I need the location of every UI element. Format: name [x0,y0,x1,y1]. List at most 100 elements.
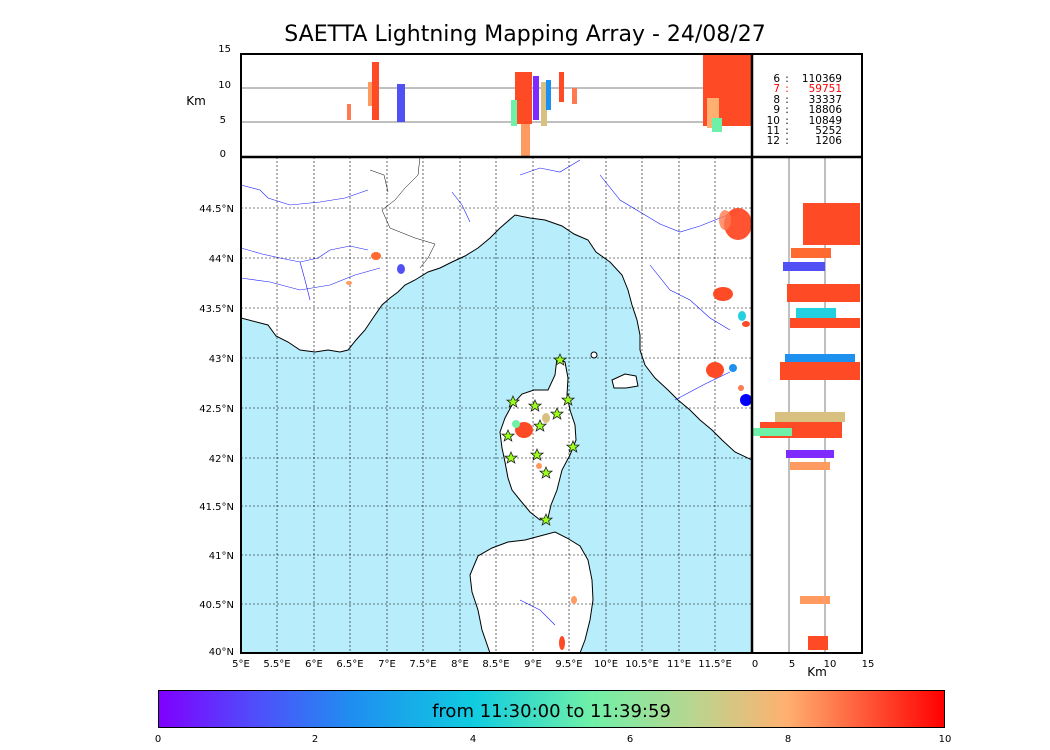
side-axis-label: Km [807,665,827,679]
altitude-tick: 5 [220,115,226,126]
station-star-icon [560,393,576,406]
page-title: SAETTA Lightning Mapping Array - 24/08/2… [284,22,766,47]
legend-value: 110369 [801,73,842,85]
altitude-tick: 15 [218,44,231,55]
lon-tick: 5°E [232,659,250,670]
station-star-icon [503,451,519,464]
legend-key: 7 [773,83,780,96]
colorbar-tick: 6 [627,734,633,745]
legend-row: 12: 1206 [758,135,858,148]
station-star-icon [532,419,548,432]
lon-tick: 9.5°E [555,659,582,670]
legend-value: 18806 [808,104,842,117]
legend-value: 59751 [808,83,842,96]
altitude-tick: 0 [220,149,226,160]
side-axis-tick: 0 [752,659,758,670]
side-axis-tick: 15 [862,659,875,670]
capraia-island [590,351,598,359]
station-star-icon [538,513,554,526]
legend-sep: : [785,135,789,148]
rivers [241,159,741,626]
colorbar-tick: 4 [470,734,476,745]
legend-value: 5252 [815,125,842,138]
legend-sep: : [785,93,789,106]
lat-tick: 44.5°N [199,204,234,215]
legend-sep: : [785,125,789,138]
station-star-icon [565,440,581,453]
lat-tick: 44°N [209,254,234,265]
border-line [381,157,436,269]
legend-key: 8 [773,93,780,106]
blue-marker [740,394,752,406]
lat-tick: 40°N [209,647,234,658]
side-altitude-panel [752,157,862,653]
elba-island [611,373,639,389]
lat-tick: 43°N [209,354,234,365]
legend-row: 8: 33337 [758,93,858,106]
lat-tick: 41.5°N [199,502,234,513]
legend-row: 6:110369 [758,73,858,85]
corsica-island [499,357,577,521]
altitude-count-legend: 6:110369 7: 59751 8: 33337 9: 18806 10: 1084… [758,74,858,147]
lon-tick: 8.5°E [482,659,509,670]
legend-value: 1206 [815,135,842,148]
lon-tick: 8°E [451,659,469,670]
lon-tick: 5.5°E [263,659,290,670]
border-line [369,169,389,193]
legend-key: 10 [766,114,780,127]
legend-key: 11 [766,125,780,138]
legend-row: 11: 5252 [758,125,858,138]
station-star-icon [505,395,521,408]
mainland-landmass [241,157,752,461]
legend-row: 9: 18806 [758,104,858,117]
lon-tick: 6°E [305,659,323,670]
station-star-icon [527,399,543,412]
lat-tick: 42.5°N [199,404,234,415]
colorbar-tick: 2 [312,734,318,745]
legend-row-highlighted: 7: 59751 [758,83,858,96]
side-axis-tick: 10 [824,659,837,670]
map-lightning-clusters [346,208,752,650]
altitude-axis-label: Km [186,94,206,108]
legend-row: 10: 10849 [758,114,858,127]
sardinia-island [469,531,594,653]
latitude-ticks: 44.5°N 44°N 43.5°N 43°N 42.5°N 42°N 41.5… [199,204,234,658]
legend-sep: : [785,73,789,85]
altitude-panel [241,54,752,157]
station-star-icon [538,466,554,479]
colorbar-tick: 8 [785,734,791,745]
colorbar-tick: 0 [155,734,161,745]
map-panel [241,157,752,653]
altitude-tick: 10 [218,80,231,91]
legend-sep: : [785,83,789,96]
station-star-icon [552,353,568,366]
legend-sep: : [785,104,789,117]
lon-tick: 10.5°E [625,659,659,670]
lat-tick: 40.5°N [199,600,234,611]
legend-key: 9 [773,104,780,117]
map-grid [241,157,752,653]
side-lightning-clusters [752,203,860,650]
legend-value: 33337 [808,93,842,106]
altitude-lightning-clusters [347,54,752,157]
lat-tick: 43.5°N [199,304,234,315]
colorbar-tick: 10 [939,734,952,745]
lon-tick: 11.5°E [698,659,732,670]
colorbar-ticks: 0 2 4 6 8 10 [155,734,952,745]
legend-key: 12 [766,135,780,148]
station-markers [500,353,581,526]
lon-tick: 9°E [524,659,542,670]
station-star-icon [529,448,545,461]
side-axis-tick: 5 [789,659,795,670]
legend-sep: : [785,114,789,127]
lon-tick: 10°E [594,659,618,670]
station-star-icon [549,407,565,420]
time-colorbar: from 11:30:00 to 11:39:59 [158,690,945,728]
station-star-icon [500,429,516,442]
figure-frame [240,53,863,654]
lon-tick: 7°E [378,659,396,670]
lon-tick: 7.5°E [409,659,436,670]
lat-tick: 41°N [209,551,234,562]
legend-value: 10849 [808,114,842,127]
